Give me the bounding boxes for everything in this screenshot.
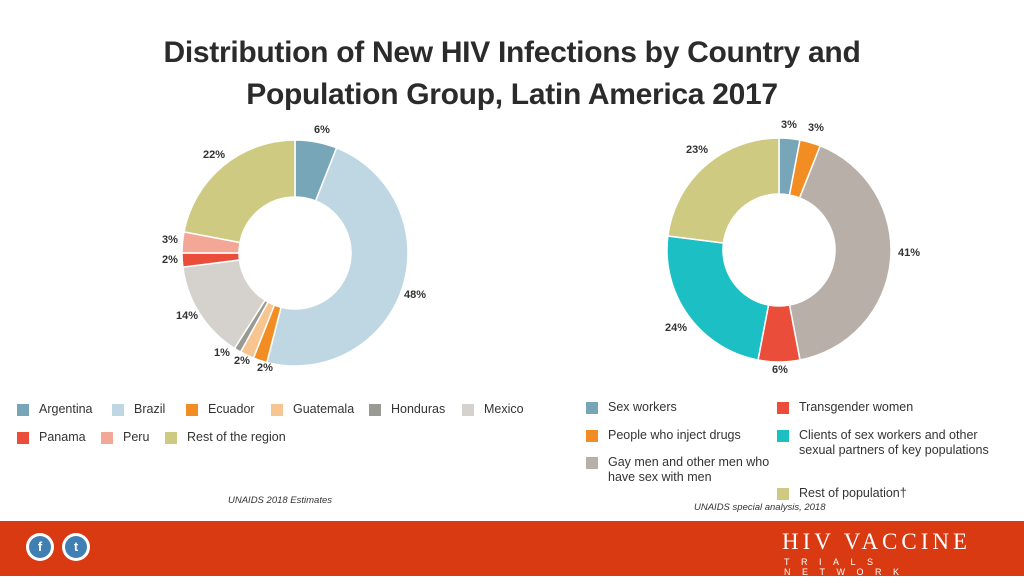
country-donut-chart: 6% 48% 2% 2% 1% 14% 2% 3% 22% xyxy=(162,124,426,374)
data-label-rest-of-the-region: 22% xyxy=(203,149,225,161)
facebook-button[interactable]: f xyxy=(26,533,54,561)
legend-label: Sex workers xyxy=(608,400,677,414)
data-label-transgender-women: 6% xyxy=(772,364,788,376)
legend-swatch xyxy=(165,432,177,444)
data-label-clients-of-sex-workers-and-other-sexual-partners-of-key-populations: 24% xyxy=(665,322,687,334)
legend-swatch xyxy=(17,432,29,444)
twitter-button[interactable]: t xyxy=(62,533,90,561)
page-title: Distribution of New HIV Infections by Co… xyxy=(0,32,1024,116)
legend-swatch xyxy=(777,430,789,442)
data-label-mexico: 14% xyxy=(176,310,198,322)
legend-swatch xyxy=(186,404,198,416)
data-label-brazil: 48% xyxy=(404,289,426,301)
legend-label: Brazil xyxy=(134,402,166,416)
slice-gay-men-and-other-men-who-have-sex-with-men xyxy=(788,144,892,361)
legend-label: Guatemala xyxy=(293,402,355,416)
legend-swatch xyxy=(271,404,283,416)
data-label-people-who-inject-drugs: 3% xyxy=(808,122,824,134)
legend-label: Peru xyxy=(123,430,150,444)
legend-label: Honduras xyxy=(391,402,446,416)
legend-label: Mexico xyxy=(484,402,524,416)
source-note-1: UNAIDS 2018 Estimates xyxy=(228,495,333,506)
legend-label: Gay men and other men who have sex with … xyxy=(608,455,770,484)
data-label-sex-workers: 3% xyxy=(781,119,797,131)
data-label-panama: 2% xyxy=(162,254,178,266)
title-line-1: Distribution of New HIV Infections by Co… xyxy=(163,36,861,69)
data-label-rest-of-population: 23% xyxy=(686,144,708,156)
data-label-guatemala: 2% xyxy=(234,355,250,367)
legend-label: Transgender women xyxy=(799,400,914,414)
legend-label: Rest of the region xyxy=(187,430,286,444)
data-label-argentina: 6% xyxy=(314,124,330,136)
slice-brazil xyxy=(265,146,409,367)
legend-label: Panama xyxy=(39,430,86,444)
data-label-peru: 3% xyxy=(162,234,178,246)
legend-label: Clients of sex workers and other sexual … xyxy=(799,428,989,457)
legend-swatch xyxy=(462,404,474,416)
legend-swatch xyxy=(112,404,124,416)
legend-swatch xyxy=(777,488,789,500)
legend-label: Argentina xyxy=(39,402,93,416)
legend-label: Ecuador xyxy=(208,402,255,416)
title-line-2: Population Group, Latin America 2017 xyxy=(246,78,778,111)
slice-rest-of-the-region xyxy=(183,139,296,244)
facebook-icon: f xyxy=(29,536,51,558)
slice-clients-of-sex-workers-and-other-sexual-partners-of-key-populations xyxy=(666,235,770,361)
brand-subtitle: TRIALS NETWORK xyxy=(784,557,911,577)
legend-label: People who inject drugs xyxy=(608,428,741,442)
legend-label: Rest of population† xyxy=(799,486,907,500)
legend-swatch xyxy=(17,404,29,416)
legend-swatch xyxy=(777,402,789,414)
twitter-icon: t xyxy=(65,536,87,558)
data-label-gay-men-and-other-men-who-have-sex-with-men: 41% xyxy=(898,247,920,259)
brand-name: HIV VACCINE xyxy=(782,529,972,554)
population-donut-chart: 3% 3% 41% 6% 24% 23% xyxy=(665,119,920,376)
legend-swatch xyxy=(586,457,598,469)
footer-bar: f t xyxy=(0,521,1024,576)
source-note-2: UNAIDS special analysis, 2018 xyxy=(694,502,826,513)
data-label-honduras: 1% xyxy=(214,347,230,359)
legend-swatch xyxy=(586,430,598,442)
data-label-ecuador: 2% xyxy=(257,362,273,374)
legend-swatch xyxy=(586,402,598,414)
slice-rest-of-population xyxy=(667,137,780,244)
legend-swatch xyxy=(369,404,381,416)
legend-swatch xyxy=(101,432,113,444)
